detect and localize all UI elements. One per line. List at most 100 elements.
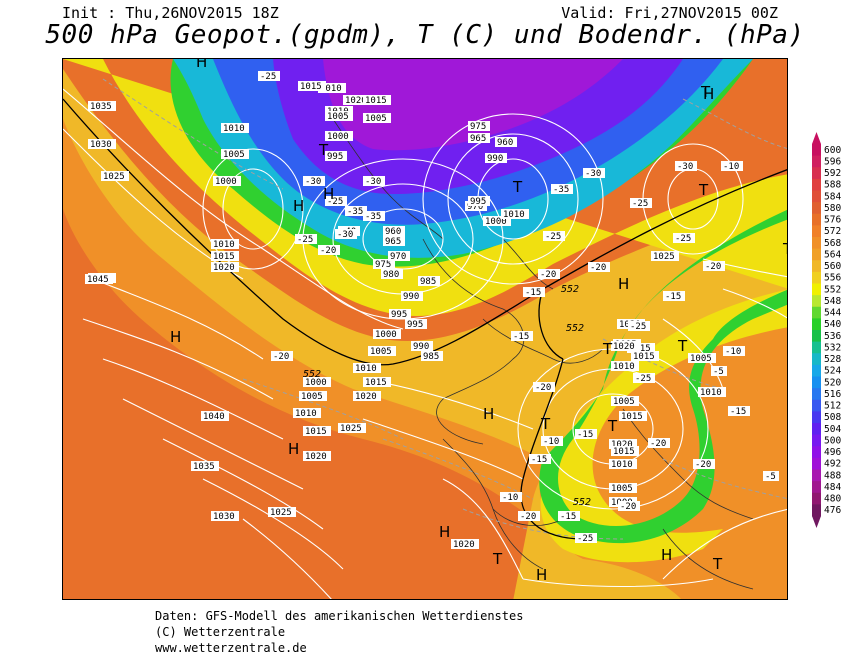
temperature-label: -15: [575, 429, 597, 440]
svg-text:1015: 1015: [621, 412, 643, 422]
pressure-label: 1015: [631, 351, 659, 362]
svg-text:-10: -10: [502, 493, 518, 503]
colorbar-label: 484: [824, 482, 841, 493]
svg-text:1025: 1025: [103, 172, 125, 182]
temperature-label: -25: [575, 533, 597, 544]
colorbar-bottom-arrow: [812, 516, 821, 528]
svg-text:1005: 1005: [690, 354, 712, 364]
svg-text:1015: 1015: [365, 378, 387, 388]
svg-text:-25: -25: [632, 199, 648, 209]
colorbar-top-arrow: [812, 132, 821, 144]
colorbar-swatch: [812, 167, 821, 180]
svg-text:1005: 1005: [611, 484, 633, 494]
svg-text:-25: -25: [635, 374, 651, 384]
svg-text:-15: -15: [665, 292, 681, 302]
colorbar-swatch: [812, 411, 821, 424]
weather-map[interactable]: 1035 1030 1025 1010 1005 1000 1010 1015 1020 1045…: [62, 58, 788, 600]
svg-text:1010: 1010: [320, 84, 342, 94]
svg-text:-35: -35: [347, 207, 363, 217]
colorbar-swatch: [812, 144, 821, 157]
pressure-label: 995: [468, 196, 490, 207]
colorbar-label: 600: [824, 145, 841, 156]
svg-text:1010: 1010: [613, 362, 635, 372]
colorbar-label: 532: [824, 342, 841, 353]
pressure-label: 1010: [318, 83, 346, 94]
colorbar-label: 476: [824, 505, 841, 516]
svg-text:-15: -15: [525, 288, 541, 298]
colorbar-label: 504: [824, 424, 841, 435]
svg-text:1010: 1010: [295, 409, 317, 419]
svg-text:1015: 1015: [300, 82, 322, 92]
temperature-label: -10: [541, 436, 563, 447]
pressure-label: 995: [325, 151, 347, 162]
colorbar-label: 564: [824, 249, 841, 260]
svg-text:-20: -20: [620, 502, 636, 512]
temperature-label: -25: [325, 196, 347, 207]
colorbar-swatch: [812, 155, 821, 168]
svg-text:1025: 1025: [270, 508, 292, 518]
fill-band-540-west: [63, 69, 787, 599]
svg-text:960: 960: [385, 227, 401, 237]
colorbar-swatch: [812, 330, 821, 343]
svg-text:1005: 1005: [370, 347, 392, 357]
pressure-label: 1020: [451, 539, 479, 550]
svg-text:990: 990: [487, 154, 503, 164]
pressure-label: 1025: [338, 423, 366, 434]
svg-text:980: 980: [383, 270, 399, 280]
colorbar-label: 500: [824, 435, 841, 446]
gh-contour-label: 552: [573, 497, 591, 508]
temperature-label: -20: [318, 245, 340, 256]
colorbar-swatch: [812, 248, 821, 261]
colorbar-label: 568: [824, 238, 841, 249]
svg-text:1035: 1035: [193, 462, 215, 472]
pressure-label: 1020: [353, 391, 381, 402]
pressure-label: 1025: [651, 251, 679, 262]
colorbar-label: 548: [824, 296, 841, 307]
init-time: Init : Thu,26NOV2015 18Z: [62, 4, 279, 22]
svg-text:1035: 1035: [90, 102, 112, 112]
colorbar-label: 480: [824, 494, 841, 505]
svg-text:-20: -20: [520, 512, 536, 522]
svg-text:1015: 1015: [613, 447, 635, 457]
colorbar-swatch: [812, 504, 821, 517]
svg-text:-10: -10: [543, 437, 559, 447]
svg-text:990: 990: [403, 292, 419, 302]
svg-text:-25: -25: [630, 322, 646, 332]
colorbar-label: 596: [824, 156, 841, 167]
colorbar-label: 540: [824, 319, 841, 330]
svg-text:1010: 1010: [355, 364, 377, 374]
svg-text:975: 975: [470, 122, 486, 132]
pressure-label: 960: [495, 137, 517, 148]
svg-text:1000: 1000: [327, 132, 349, 142]
low-pressure-marker: T: [712, 555, 723, 573]
pressure-label: 1010: [609, 459, 637, 470]
pressure-label: 1030: [211, 511, 239, 522]
gh-contour-552: [63, 98, 787, 540]
weather-map-svg: 1035103010251010100510001010101510201045…: [63, 59, 788, 599]
gh-contour-label: 552: [303, 369, 321, 380]
low-pressure-marker: T: [782, 240, 788, 258]
colorbar-swatch: [812, 469, 821, 482]
pressure-label: 985: [421, 351, 443, 362]
colorbar-label: 488: [824, 470, 841, 481]
svg-text:960: 960: [497, 138, 513, 148]
svg-text:-35: -35: [365, 212, 381, 222]
high-pressure-marker: H: [483, 405, 494, 423]
pressure-label: 965: [468, 133, 490, 144]
svg-text:-20: -20: [535, 383, 551, 393]
pressure-label: 1010: [501, 209, 529, 220]
colorbar-label: 492: [824, 459, 841, 470]
pressure-label: 1015: [298, 81, 326, 92]
svg-text:-15: -15: [531, 455, 547, 465]
temperature-label: -25: [633, 373, 655, 384]
pressure-label: 1000: [325, 131, 353, 142]
colorbar-label: 544: [824, 308, 841, 319]
temperature-label: -20: [703, 261, 725, 272]
pressure-label: 1010: [221, 123, 249, 134]
high-pressure-marker: H: [439, 523, 450, 541]
pressure-label: 1005: [609, 483, 637, 494]
svg-text:1005: 1005: [365, 114, 387, 124]
colorbar-label: 580: [824, 203, 841, 214]
svg-text:-20: -20: [320, 246, 336, 256]
colorbar-label: 556: [824, 273, 841, 284]
